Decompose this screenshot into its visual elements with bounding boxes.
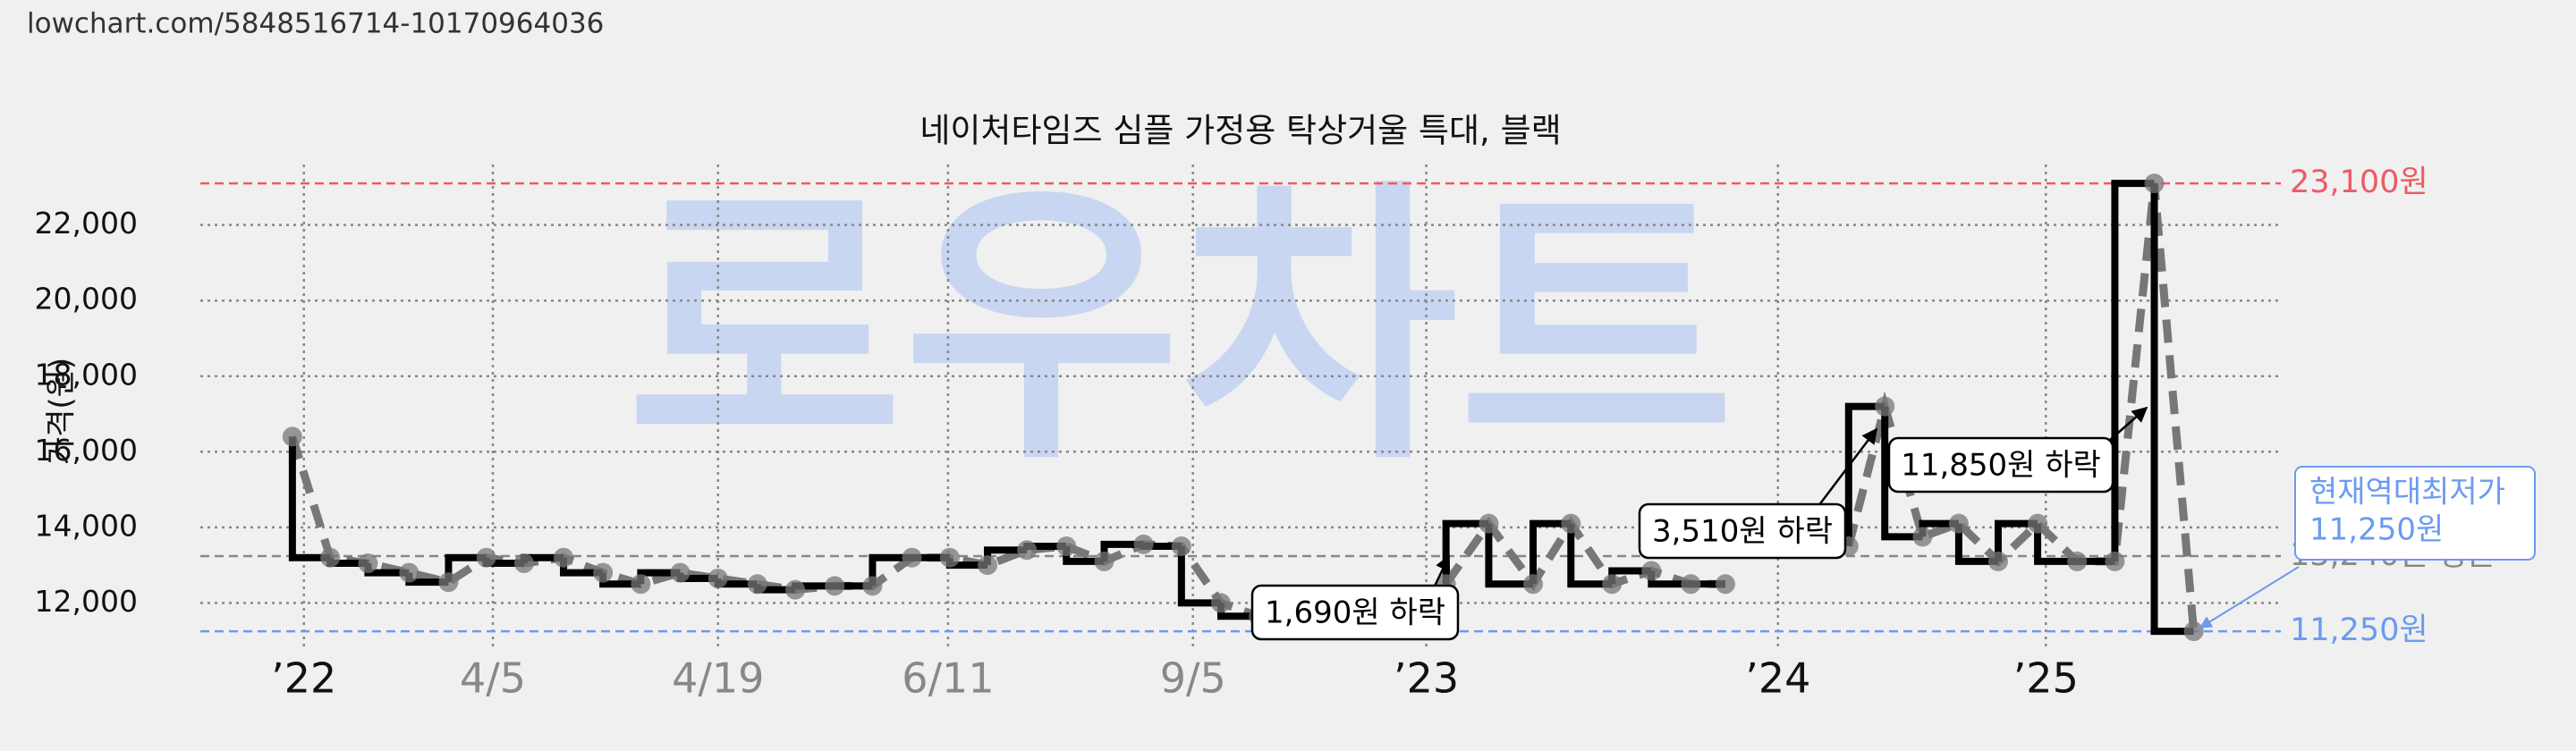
- step-segment: [1177, 546, 1221, 607]
- url: lowchart.com/5848516714-10170964036: [27, 8, 604, 40]
- step-segment: [1844, 402, 1885, 547]
- step-segment: [1954, 523, 1998, 565]
- price-point: [670, 562, 691, 583]
- price-point: [358, 553, 378, 574]
- x-tick-label: ’25: [2013, 654, 2079, 703]
- price-point: [1523, 574, 1544, 595]
- step-segment: [1567, 523, 1613, 588]
- x-tick-label: ’24: [1745, 654, 1810, 703]
- price-point: [1912, 527, 1933, 547]
- price-point: [320, 547, 341, 568]
- callout-text: 현재역대최저가: [2309, 475, 2505, 511]
- step-segment: [288, 436, 331, 561]
- price-point: [2183, 621, 2204, 642]
- price-point: [1056, 536, 1077, 557]
- price-point: [593, 562, 614, 583]
- price-point: [631, 574, 651, 595]
- price-point: [1017, 540, 1038, 561]
- callout-box: [2294, 466, 2536, 561]
- price-point: [747, 574, 767, 595]
- callout-arrow: [2199, 566, 2300, 629]
- annotation-text: 1,690원 하락: [1265, 595, 1445, 631]
- price-point: [2028, 513, 2048, 534]
- price-point: [1561, 513, 1581, 534]
- y-axis-label: 가격(원): [44, 358, 80, 465]
- annotation-box: [1887, 436, 2114, 494]
- chart-title: 네이처타임즈 심플 가정용 탁상거울 특대, 블랙: [919, 112, 1561, 150]
- x-tick-label: 9/5: [1160, 654, 1226, 703]
- x-tick-label: 4/19: [672, 654, 764, 703]
- annotation-box: [1250, 584, 1460, 641]
- y-tick-label: 14,000: [35, 508, 138, 543]
- price-point: [2144, 173, 2165, 194]
- annotation-box: [1638, 502, 1847, 560]
- price-point: [513, 553, 534, 574]
- y-tick-label: 22,000: [35, 206, 138, 240]
- step-segment: [2034, 523, 2078, 565]
- price-point: [2105, 551, 2125, 571]
- price-point: [476, 547, 496, 568]
- price-point: [1948, 513, 1969, 534]
- x-tick-label: 6/11: [902, 654, 994, 703]
- price-point: [785, 579, 806, 600]
- y-tick-label: 20,000: [35, 282, 138, 316]
- price-point: [978, 555, 998, 576]
- price-point: [1602, 574, 1623, 595]
- y-tick-label: 12,000: [35, 584, 138, 619]
- price-point: [282, 426, 302, 447]
- step-segment: [2150, 183, 2194, 636]
- reference-label: 11,250원: [2290, 612, 2428, 648]
- y-tick-label: 18,000: [35, 357, 138, 392]
- annotation-text: 3,510원 하락: [1652, 514, 1833, 550]
- y-tick-label: 16,000: [35, 433, 138, 468]
- price-point: [438, 572, 459, 593]
- price-point: [862, 576, 883, 596]
- reference-label: 23,100원: [2290, 165, 2428, 200]
- annotation-arrow: [1815, 427, 1878, 511]
- price-point: [554, 547, 574, 568]
- price-point: [1133, 534, 1154, 554]
- step-segment: [1530, 519, 1572, 585]
- price-point: [902, 547, 922, 568]
- price-point: [1681, 574, 1701, 595]
- price-point: [1171, 536, 1191, 557]
- x-tick-label: 4/5: [460, 654, 526, 703]
- watermark: 로우차트: [626, 156, 1735, 499]
- price-point: [1715, 574, 1735, 595]
- price-point: [708, 568, 728, 588]
- step-segment: [1881, 406, 1923, 541]
- trend-line: [1844, 182, 2199, 632]
- step-segment: [1994, 519, 2038, 561]
- price-point: [1479, 513, 1499, 534]
- callout-text: 11,250원: [2309, 512, 2444, 548]
- price-point: [399, 562, 419, 583]
- price-point: [1641, 561, 1662, 581]
- price-point: [825, 576, 845, 596]
- x-tick-label: ’23: [1394, 654, 1459, 703]
- price-point: [1094, 551, 1114, 571]
- price-point: [1875, 396, 1895, 417]
- x-tick-label: ’22: [271, 654, 336, 703]
- annotation-text: 11,850원 하락: [1901, 448, 2101, 484]
- step-segment: [1485, 523, 1534, 588]
- price-point: [939, 547, 960, 568]
- price-point: [1210, 593, 1231, 613]
- price-point: [2067, 551, 2088, 571]
- price-point: [1987, 551, 2008, 571]
